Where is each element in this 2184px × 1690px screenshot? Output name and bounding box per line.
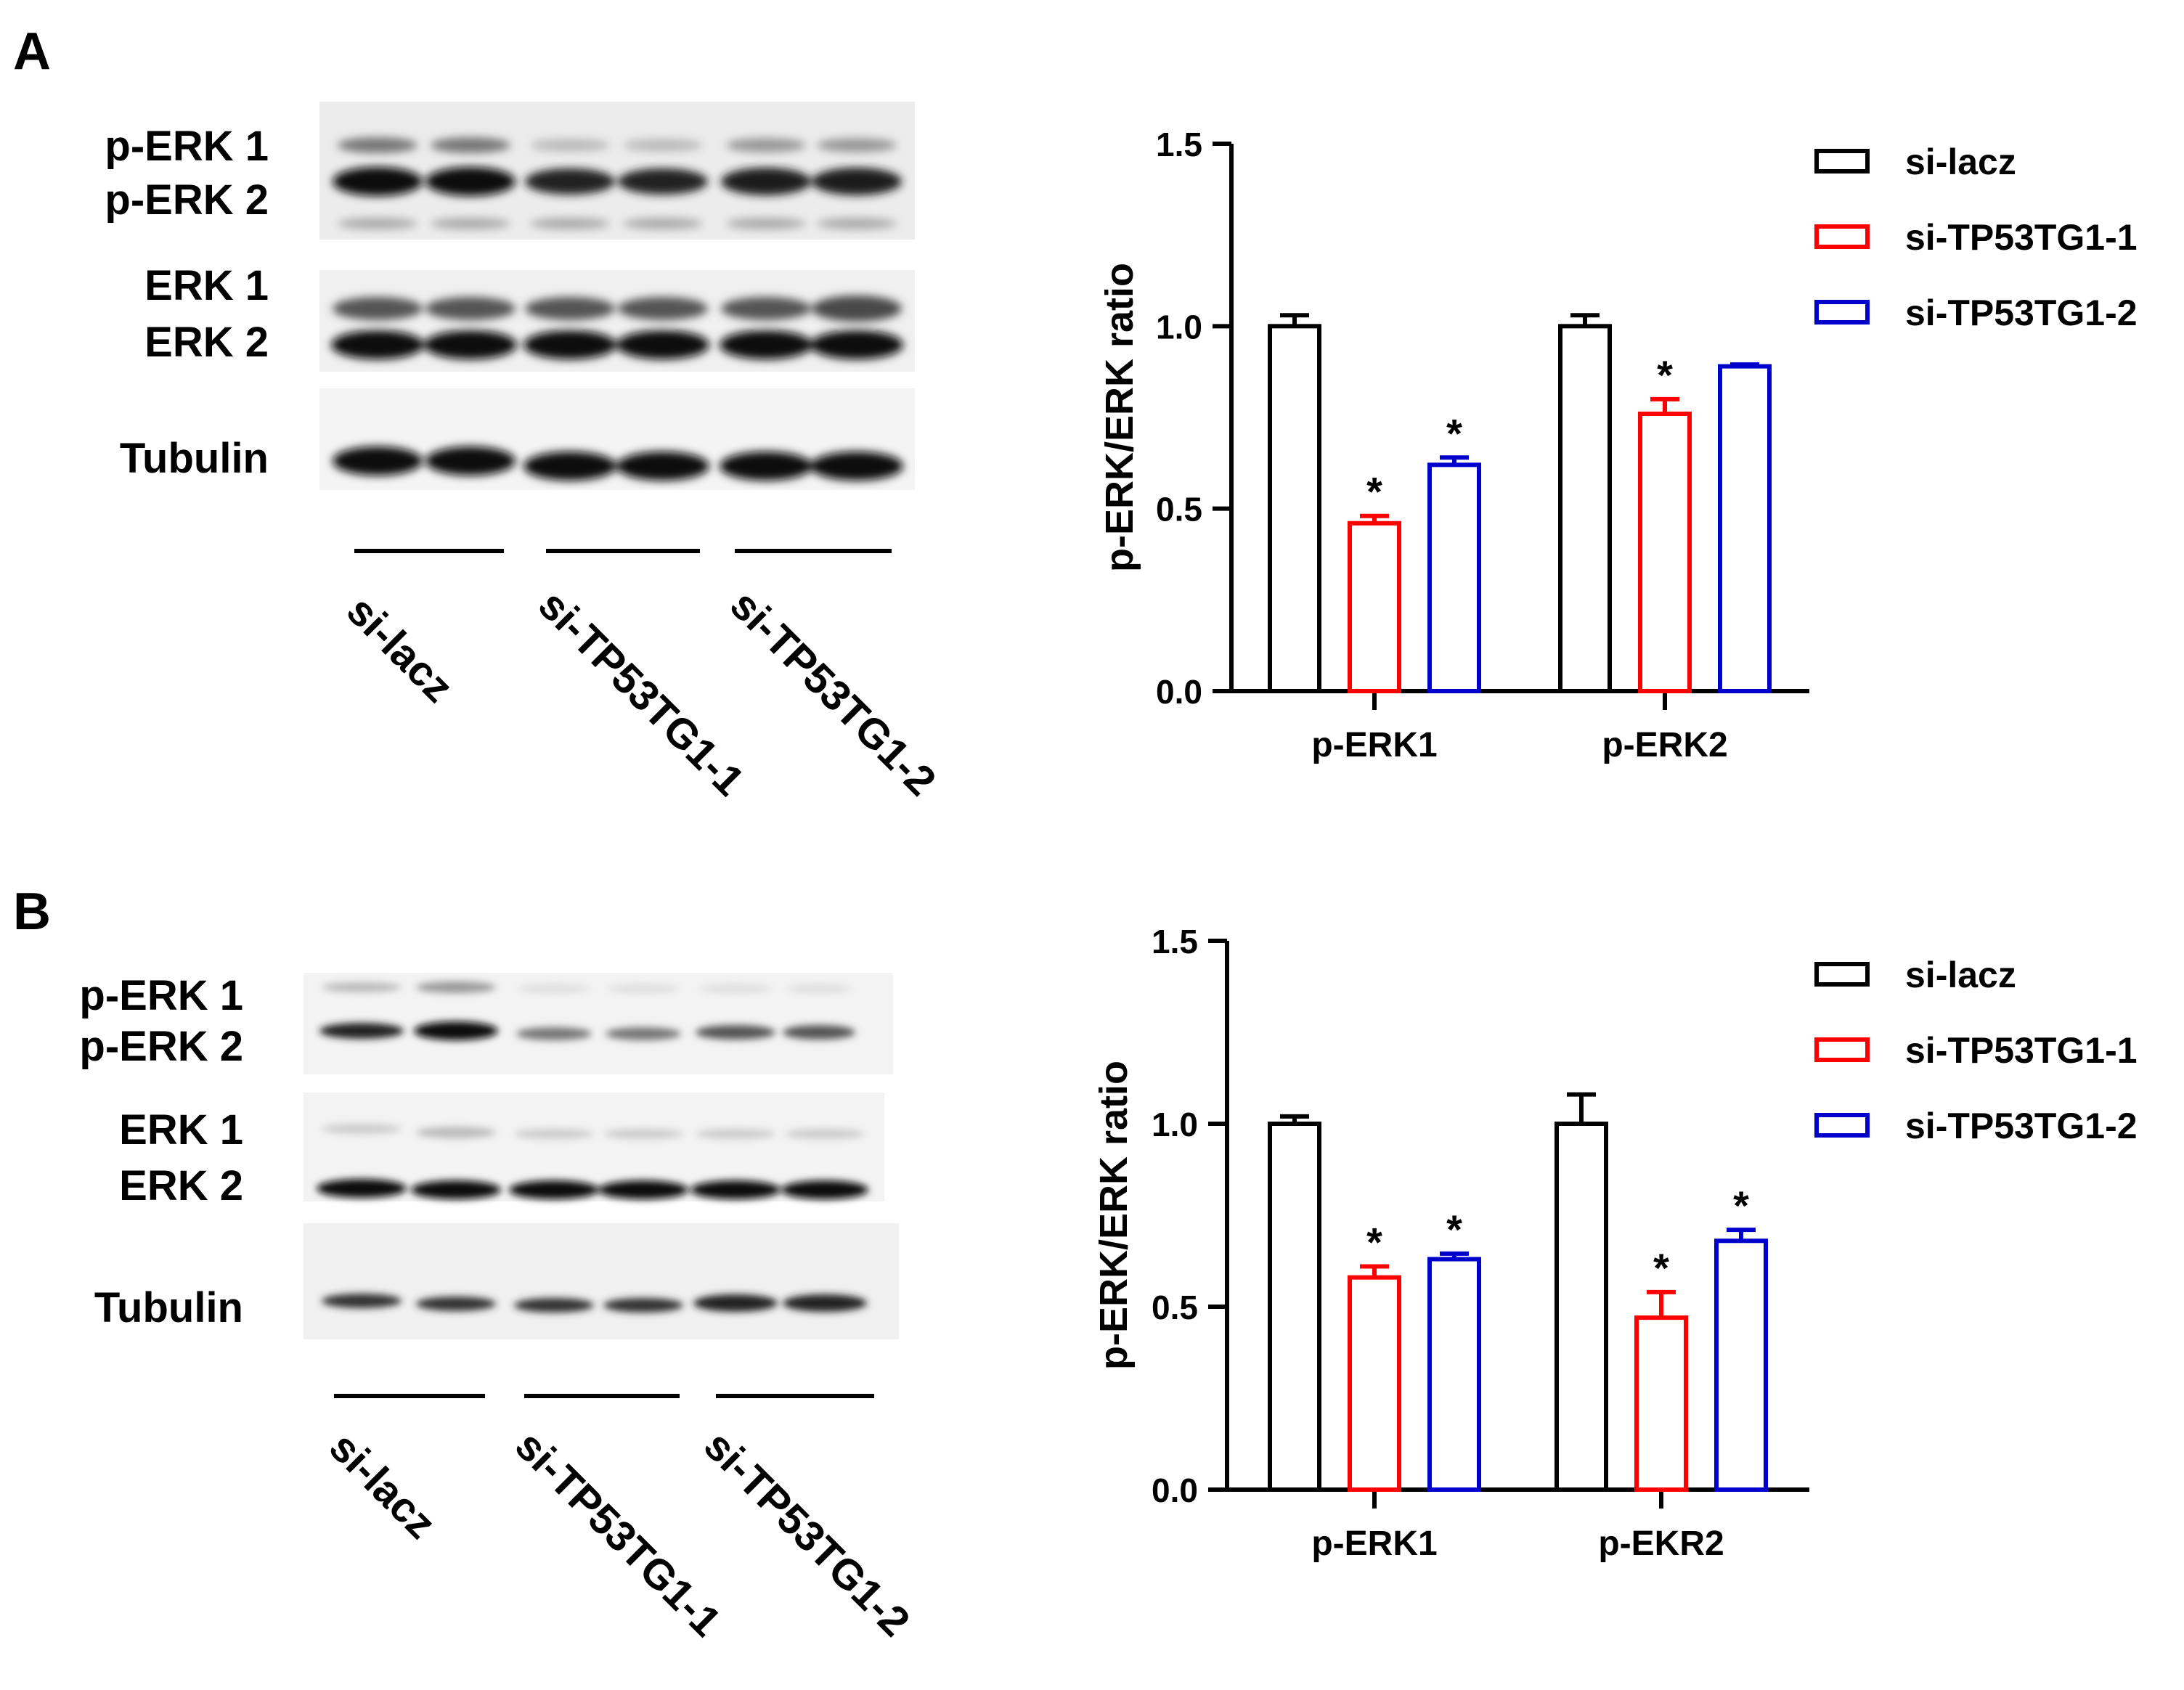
y-tick-label: 0.5 <box>1156 491 1202 528</box>
bar <box>1427 1257 1481 1492</box>
lane-group-line-1 <box>334 1394 485 1398</box>
lane-group-line-2 <box>524 1394 680 1398</box>
blot-label-tubulin: Tubulin <box>94 1284 243 1331</box>
blot-label-erk1: ERK 1 <box>119 1106 243 1154</box>
legend-label: si-lacz <box>1905 955 2016 995</box>
legend-label: si-lacz <box>1905 142 2016 182</box>
x-tick-label: p-ERK2 <box>1602 726 1727 764</box>
legend-swatch <box>1814 224 1870 249</box>
y-axis-label: p-ERK/ERK ratio <box>1092 1061 1136 1370</box>
blot-label-erk2: ERK 2 <box>119 1162 243 1209</box>
blot-label-perk1: p-ERK 1 <box>105 123 269 170</box>
lane-group-line-3 <box>735 549 892 553</box>
y-tick-label: 0.0 <box>1152 1471 1198 1509</box>
legend-swatch <box>1814 149 1870 174</box>
blot-label-erk2: ERK 2 <box>144 319 269 366</box>
significance-marker: * <box>1733 1183 1749 1228</box>
y-tick-label: 1.5 <box>1156 126 1202 163</box>
y-axis-label: p-ERK/ERK ratio <box>1098 263 1141 572</box>
lane-group-line-3 <box>716 1394 874 1398</box>
blot-image-b <box>303 973 899 1339</box>
blot-label-perk2: p-ERK 2 <box>79 1023 243 1070</box>
legend-label: si-TP53TG1-1 <box>1905 1030 2138 1071</box>
legend-swatch <box>1814 1037 1870 1062</box>
significance-marker: * <box>1446 1207 1462 1252</box>
panel-letter-a: A <box>13 23 51 81</box>
bar <box>1268 1122 1321 1492</box>
y-tick-label: 1.5 <box>1152 923 1198 960</box>
y-tick-label: 0.5 <box>1152 1289 1198 1326</box>
significance-marker: * <box>1366 1220 1382 1265</box>
y-tick-label: 0.0 <box>1156 673 1202 711</box>
y-tick-label: 1.0 <box>1156 308 1202 346</box>
lane-group-line-2 <box>546 549 700 553</box>
blot-label-tubulin: Tubulin <box>119 435 269 482</box>
legend-label: si-TP53TG1-2 <box>1905 293 2138 333</box>
x-tick-label: p-EKR2 <box>1598 1524 1724 1563</box>
x-tick-label: p-ERK1 <box>1311 1524 1437 1563</box>
lane-group-line-1 <box>354 549 504 553</box>
x-tick-label: p-ERK1 <box>1311 726 1437 764</box>
blot-label-perk1: p-ERK 1 <box>79 972 243 1019</box>
significance-marker: * <box>1653 1245 1669 1291</box>
panel-letter-b: B <box>13 883 51 941</box>
blot-image-a <box>319 102 915 490</box>
significance-marker: * <box>1366 469 1382 515</box>
y-tick-label: 1.0 <box>1152 1106 1198 1143</box>
legend-swatch <box>1814 962 1870 987</box>
bar <box>1634 1315 1688 1492</box>
bar <box>1555 1122 1608 1492</box>
bar <box>1348 1275 1401 1493</box>
legend-swatch <box>1814 1113 1870 1138</box>
legend-label: si-TP53TG1-2 <box>1905 1106 2138 1146</box>
bar-chart-a: 0.0 0.5 1.0 1.5 p-ERK/ERK ratio p-ERK1 * * p-ERK… <box>1098 126 2138 764</box>
significance-marker: * <box>1657 352 1673 398</box>
bar <box>1714 1238 1768 1493</box>
legend-label: si-TP53TG1-1 <box>1905 217 2138 258</box>
legend-swatch <box>1814 300 1870 324</box>
significance-marker: * <box>1446 410 1462 456</box>
blot-label-perk2: p-ERK 2 <box>105 176 269 224</box>
blot-label-erk1: ERK 1 <box>144 262 269 309</box>
